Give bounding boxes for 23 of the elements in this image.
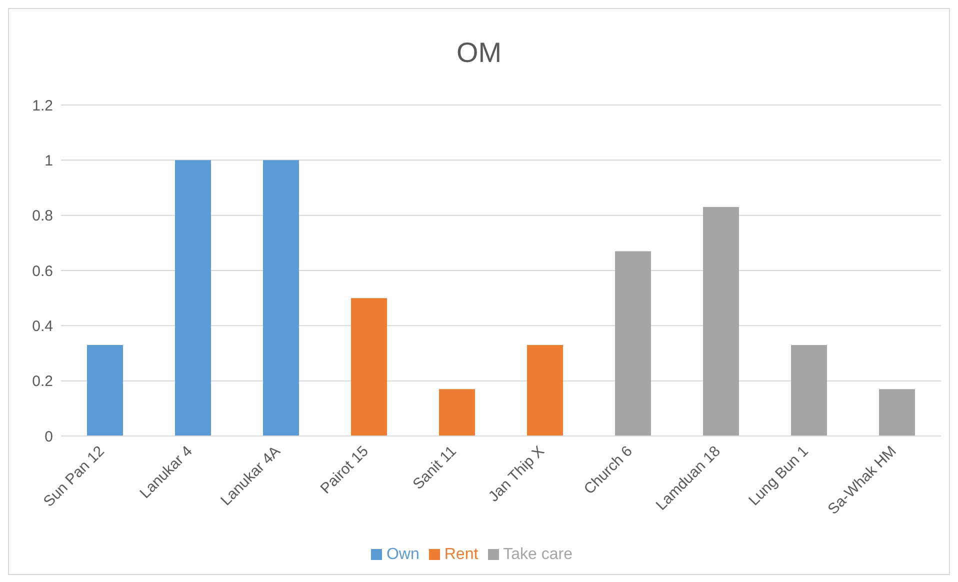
bar <box>263 160 299 436</box>
y-tick-label: 1.2 <box>32 97 53 114</box>
y-tick-label: 1 <box>44 152 53 170</box>
x-tick-label: Jan Thip X <box>485 442 548 506</box>
bar <box>87 344 123 436</box>
bar <box>175 160 211 436</box>
y-tick-label: 0.2 <box>32 373 53 390</box>
y-tick-label: 0.6 <box>32 262 53 280</box>
bar <box>791 344 827 436</box>
legend-label: Take care <box>503 546 573 563</box>
x-tick-label: Sun Pan 12 <box>40 442 108 510</box>
bar <box>703 207 739 436</box>
bar <box>879 389 915 436</box>
bar <box>527 344 563 436</box>
legend-label: Own <box>386 546 420 563</box>
legend-label: Rent <box>444 546 478 563</box>
bar <box>439 389 475 436</box>
bar <box>351 298 387 436</box>
y-tick-label: 0.8 <box>32 208 53 225</box>
bar <box>615 251 651 436</box>
chart-title: OM <box>455 37 503 69</box>
y-tick-label: 0 <box>44 428 53 446</box>
y-tick-label: 0.4 <box>32 318 53 335</box>
